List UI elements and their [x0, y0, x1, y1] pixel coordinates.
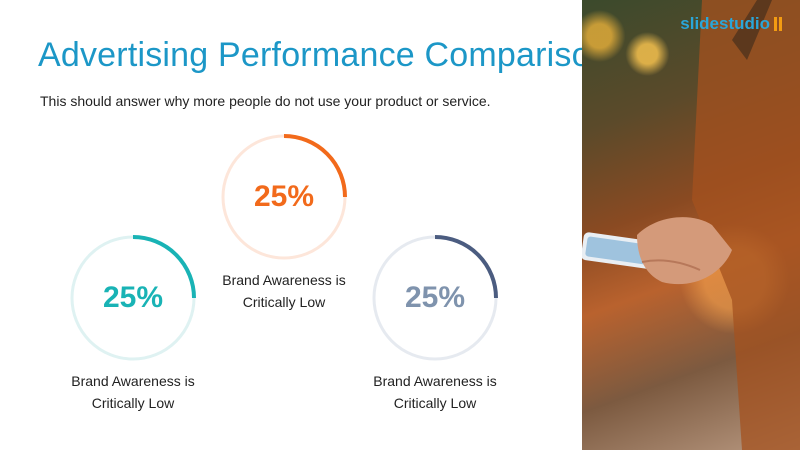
- metric-caption-1-line2: Critically Low: [91, 395, 175, 411]
- brand-logo: slidestudio: [680, 14, 782, 34]
- metric-caption-2-line1: Brand Awareness is: [222, 272, 346, 288]
- metric-value-3: 25%: [404, 281, 466, 314]
- metric-ring-3: 25%: [370, 233, 500, 363]
- ring-arc-1: [70, 235, 196, 361]
- metric-caption-3-line2: Critically Low: [393, 395, 477, 411]
- metric-caption-3: Brand Awareness is Critically Low: [350, 370, 520, 414]
- metric-caption-3-line1: Brand Awareness is: [373, 373, 497, 389]
- metric-caption-2-line2: Critically Low: [242, 294, 326, 310]
- progress-ring-3: [372, 235, 498, 361]
- slide-subtitle: This should answer why more people do no…: [40, 93, 491, 109]
- metric-caption-1: Brand Awareness is Critically Low: [48, 370, 218, 414]
- ring-arc-3: [372, 235, 498, 361]
- slide-title: Advertising Performance Comparison: [38, 36, 610, 74]
- brand-mark-icon: [774, 17, 782, 31]
- hero-photo: slidestudio: [582, 0, 800, 450]
- metric-value-1: 25%: [102, 281, 164, 314]
- metric-caption-1-line1: Brand Awareness is: [71, 373, 195, 389]
- progress-ring-2: [221, 134, 347, 260]
- hand-with-phone-illustration: [582, 0, 800, 450]
- ring-arc-2: [221, 134, 347, 260]
- metric-ring-2: 25%: [219, 132, 349, 262]
- progress-ring-1: [70, 235, 196, 361]
- metric-caption-2: Brand Awareness is Critically Low: [199, 269, 369, 313]
- metric-ring-1: 25%: [68, 233, 198, 363]
- brand-name: slidestudio: [680, 14, 770, 33]
- metric-value-2: 25%: [253, 180, 315, 213]
